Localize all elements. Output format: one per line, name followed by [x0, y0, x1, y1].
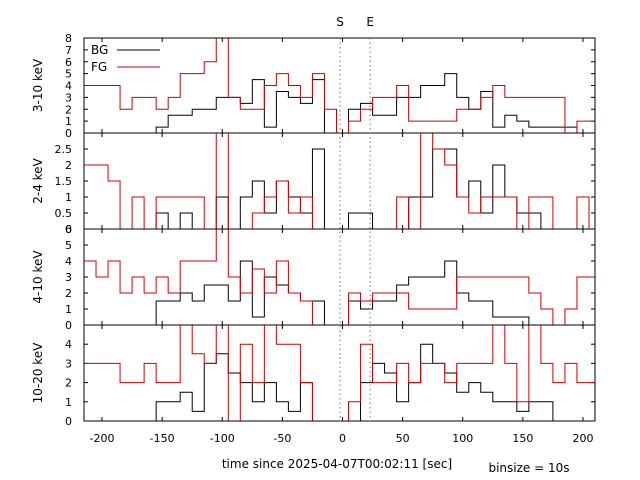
y-tick-label: 4 — [65, 338, 72, 351]
y-tick-label: 8 — [65, 32, 72, 45]
series-bg-line — [84, 148, 595, 230]
series-fg-line — [84, 37, 595, 134]
x-tick-label: -100 — [210, 432, 235, 445]
x-tick-label: 100 — [452, 432, 473, 445]
panel-4: 0 1 2 3 4 10-20 keV — [31, 324, 596, 428]
y-tick-label: 3 — [65, 271, 72, 284]
y-tick-label: 0 — [65, 127, 72, 140]
y-tick-label: 5 — [65, 239, 72, 252]
legend-label-fg: FG — [91, 60, 107, 74]
y-tick-label: 0 — [65, 223, 72, 236]
x-tick-label: -200 — [90, 432, 115, 445]
y-axis-label: 3-10 keV — [31, 58, 45, 112]
series-bg-line — [84, 260, 595, 326]
x-axis-label: time since 2025-04-07T00:02:11 [sec] — [222, 457, 452, 471]
x-tick-label: 150 — [512, 432, 533, 445]
y-tick-label: 1 — [65, 303, 72, 316]
y-tick-label: 2 — [65, 159, 72, 172]
series-fg-line — [84, 324, 595, 422]
y-tick-label: 2 — [65, 287, 72, 300]
x-tick-label: -150 — [150, 432, 175, 445]
y-tick-label: 3 — [65, 357, 72, 370]
y-tick-label: 1 — [65, 396, 72, 409]
panel-frame — [83, 37, 596, 134]
y-tick-label: 1 — [65, 115, 72, 128]
x-tick-label: 200 — [572, 432, 593, 445]
y-tick-label: 7 — [65, 44, 72, 57]
series-fg-line — [84, 228, 595, 326]
y-tick-label: 2 — [65, 377, 72, 390]
y-tick-label: 1 — [65, 191, 72, 204]
y-tick-label: 0 — [65, 415, 72, 428]
y-axis-label: 2-4 keV — [31, 157, 45, 203]
y-tick-label: 0 — [65, 319, 72, 332]
panel-frame — [83, 324, 596, 422]
panel-frame — [83, 132, 596, 230]
y-axis-label: 10-20 keV — [31, 342, 45, 404]
y-tick-label: 4 — [65, 255, 72, 268]
y-tick-label: 4 — [65, 80, 72, 93]
y-tick-label: 6 — [65, 223, 72, 236]
x-axis-ticks: -200 -150 -100 -50 0 50 100 150 200 — [90, 432, 594, 445]
y-axis-label: 4-10 keV — [31, 250, 45, 304]
marker-label-e: E — [366, 15, 374, 29]
y-tick-label: 2.5 — [55, 143, 73, 156]
x-tick-label: 0 — [339, 432, 346, 445]
y-tick-label: 0.5 — [55, 207, 73, 220]
series-fg-line — [84, 132, 595, 230]
y-tick-label: 2 — [65, 103, 72, 116]
x-tick-label: -50 — [273, 432, 291, 445]
legend-label-bg: BG — [91, 43, 108, 57]
series-bg-line — [84, 73, 595, 134]
y-tick-label: 3 — [65, 91, 72, 104]
y-tick-label: 6 — [65, 56, 72, 69]
panel-2: 0 0.5 1 1.5 2 2.5 2-4 keV — [31, 132, 596, 236]
legend: BG FG — [91, 43, 160, 74]
panel-3: 0 1 2 3 4 5 6 4-10 keV — [31, 223, 596, 332]
marker-label-s: S — [336, 15, 344, 29]
y-tick-label: 5 — [65, 68, 72, 81]
binsize-annotation: binsize = 10s — [488, 461, 569, 475]
y-tick-label: 1.5 — [55, 175, 73, 188]
x-tick-label: 50 — [396, 432, 410, 445]
